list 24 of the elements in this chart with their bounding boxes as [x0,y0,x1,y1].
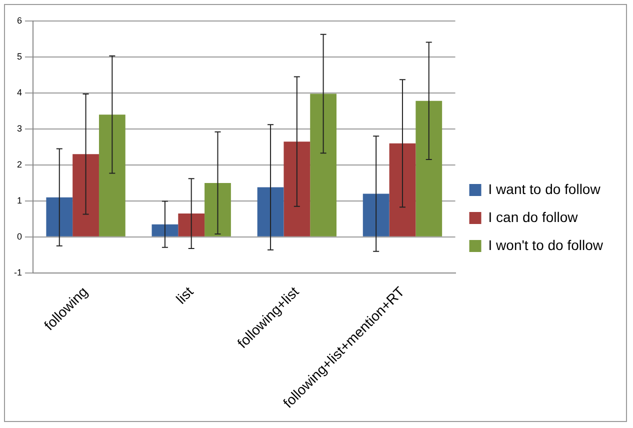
y-tick-label: 0 [16,231,22,242]
bar [46,197,73,236]
bar [98,114,126,236]
bar [310,94,337,236]
bar [389,143,416,236]
bar [416,100,442,236]
bar [152,224,178,236]
x-tick-label: list [172,283,196,307]
y-tick-label: 1 [16,195,22,206]
y-tick-label: -1 [14,267,22,278]
bar [257,187,284,236]
legend-label: I won't to do follow [488,236,604,253]
y-tick-label: 6 [16,15,22,26]
legend-label: I want to do follow [488,180,602,197]
bar [72,154,99,236]
y-tick-label: 5 [16,51,22,62]
y-tick-label: 2 [16,159,22,170]
y-tick-label: 4 [16,87,22,98]
bar [284,142,310,236]
bar [362,194,390,236]
legend-label: I can do follow [488,208,579,225]
bar [178,214,205,236]
y-tick-label: 3 [16,123,22,134]
bar [204,182,231,236]
